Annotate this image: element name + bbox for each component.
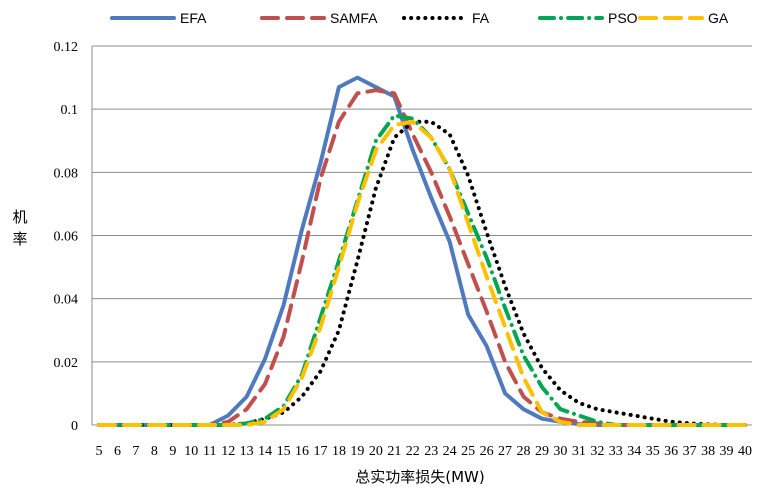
y-tick-label: 0.1 xyxy=(61,103,79,118)
gridlines xyxy=(92,45,752,363)
x-tick-label: 11 xyxy=(203,444,216,459)
x-tick-label: 25 xyxy=(461,444,475,459)
x-tick-label: 20 xyxy=(369,444,383,459)
x-tick-label: 32 xyxy=(590,444,604,459)
y-tick-label: 0.02 xyxy=(54,356,79,371)
x-tick-label: 8 xyxy=(151,444,158,459)
axis-titles: 总实功率损失(MW) 机率 xyxy=(12,208,484,486)
axes: 0 0.02 0.04 0.06 0.08 0.1 0.12 5 6 7 8 9 10 11 12 13 14 1… xyxy=(54,40,752,459)
x-tick-label: 31 xyxy=(572,444,586,459)
x-tick-label: 18 xyxy=(332,444,346,459)
x-tick-label: 40 xyxy=(738,444,752,459)
x-tick-label: 26 xyxy=(480,444,494,459)
legend-label-fa: FA xyxy=(472,10,490,26)
series-lines xyxy=(97,75,747,427)
x-tick-label: 10 xyxy=(184,444,198,459)
series-line-samfa xyxy=(97,88,747,427)
x-tick-label: 33 xyxy=(609,444,623,459)
legend-label-ga: GA xyxy=(708,10,729,26)
y-tick-label: 0.06 xyxy=(54,230,79,245)
x-tick-label: 36 xyxy=(664,444,678,459)
x-tick-label: 15 xyxy=(277,444,291,459)
x-tick-label: 7 xyxy=(132,444,139,459)
x-tick-label: 12 xyxy=(221,444,235,459)
x-tick-label: 21 xyxy=(387,444,401,459)
x-tick-label: 9 xyxy=(169,444,176,459)
x-tick-label: 14 xyxy=(258,444,272,459)
y-tick-label: 0.12 xyxy=(54,40,79,55)
legend: EFA SAMFA FA PSO GA xyxy=(110,10,729,26)
x-tick-label: 34 xyxy=(627,444,641,459)
x-tick-label: 39 xyxy=(720,444,734,459)
legend-label-pso: PSO xyxy=(608,10,638,26)
y-axis-title: 机率 xyxy=(12,208,27,248)
x-tick-label: 5 xyxy=(96,444,103,459)
x-tick-label: 27 xyxy=(498,444,512,459)
legend-label-efa: EFA xyxy=(180,10,207,26)
y-tick-label: 0 xyxy=(71,419,78,434)
x-tick-label: 6 xyxy=(114,444,121,459)
x-tick-label: 29 xyxy=(535,444,549,459)
x-axis-title: 总实功率损失(MW) xyxy=(355,468,484,486)
x-tick-label: 13 xyxy=(240,444,254,459)
series-line-ga xyxy=(97,119,747,427)
x-tick-label: 37 xyxy=(683,444,697,459)
x-tick-label: 17 xyxy=(313,444,327,459)
x-tick-label: 35 xyxy=(646,444,660,459)
x-tick-label: 30 xyxy=(553,444,567,459)
x-tick-label: 16 xyxy=(295,444,309,459)
y-tick-label: 0.04 xyxy=(54,293,79,308)
x-tick-label: 19 xyxy=(350,444,364,459)
x-tick-label: 23 xyxy=(424,444,438,459)
x-tick-label: 22 xyxy=(406,444,420,459)
y-axis-title-char: 机 xyxy=(12,208,27,226)
series-line-fa xyxy=(97,119,747,427)
y-axis-title-char: 率 xyxy=(12,230,27,248)
legend-label-samfa: SAMFA xyxy=(330,10,378,26)
x-tick-label: 24 xyxy=(443,444,457,459)
series-line-pso xyxy=(97,113,747,427)
x-tick-label: 38 xyxy=(701,444,715,459)
y-tick-label: 0.08 xyxy=(54,166,79,181)
x-tick-label: 28 xyxy=(517,444,531,459)
